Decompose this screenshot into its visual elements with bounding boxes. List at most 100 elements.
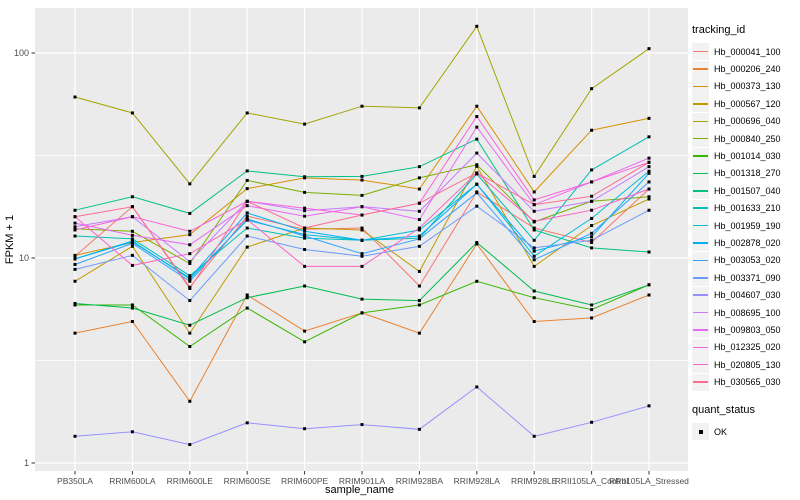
x-tick-label: RRIM928BA [396,476,444,486]
data-point [245,306,249,310]
legend-entry-label: Hb_000840_250 [714,133,781,144]
data-point [417,269,421,273]
data-point [475,125,479,129]
data-point [245,214,249,218]
legend-entry-label: Hb_000696_040 [714,116,781,127]
data-point [590,216,594,220]
x-tick-label: RRII105LA_Control [555,476,629,486]
data-point [303,248,307,252]
x-tick-label: RRIM600PE [281,476,329,486]
data-point [532,320,536,324]
x-tick-label: RRIM928LE [511,476,558,486]
data-point [73,267,77,271]
data-point [647,197,651,201]
legend-key-line-icon [692,43,709,61]
legend-entry-Hb_001959_190: Hb_001959_190 [692,217,798,235]
legend-entry-Hb_000206_240: Hb_000206_240 [692,60,798,78]
data-point [647,187,651,191]
data-point [475,191,479,195]
data-point [590,208,594,212]
data-point [475,171,479,175]
data-point [590,316,594,320]
legend-entry-label: Hb_009803_050 [714,324,781,335]
data-point [647,208,651,212]
data-point [360,193,364,197]
legend-entry-label: Hb_001318_270 [714,168,781,179]
data-point [73,95,77,99]
data-point [245,199,249,203]
data-point [130,241,134,245]
data-point [475,182,479,186]
data-point [245,187,249,191]
data-point [475,137,479,141]
legend-entry-label: Hb_008695_100 [714,307,781,318]
legend-entry-Hb_020805_130: Hb_020805_130 [692,356,798,374]
black-square-marker-icon [692,423,709,440]
legend-entry-Hb_000567_120: Hb_000567_120 [692,95,798,113]
data-point [303,284,307,288]
data-point [532,190,536,194]
data-point [590,180,594,184]
data-point [188,274,192,278]
legend-entry-label: Hb_001507_040 [714,185,781,196]
x-axis-title: sample_name [325,484,394,496]
data-point [647,116,651,120]
legend-entry-label: Hb_003053_020 [714,255,781,266]
data-point [73,279,77,283]
data-point [303,209,307,213]
data-point [245,293,249,297]
data-point [130,205,134,209]
legend-entry-label: Hb_001633_210 [714,203,781,214]
legend-key-line-icon [692,182,709,200]
legend-entry-Hb_008695_100: Hb_008695_100 [692,304,798,322]
data-point [360,252,364,256]
data-point [417,299,421,303]
data-point [417,427,421,431]
legend: tracking_id Hb_000041_100 Hb_000206_240 Hb… [692,24,798,440]
legend-entry-label: Hb_000041_100 [714,46,781,57]
x-tick-label: RRIM928LA [454,476,501,486]
data-point [590,238,594,242]
legend-entry-Hb_030565_030: Hb_030565_030 [692,373,798,391]
data-point [647,156,651,160]
data-point [188,182,192,186]
legend-entry-label: Hb_000206_240 [714,64,781,75]
data-point [532,296,536,300]
legend-entry-Hb_003371_090: Hb_003371_090 [692,269,798,287]
legend-entry-label: Hb_003371_090 [714,272,781,283]
legend-shape-items: OK [692,423,798,440]
data-point [73,225,77,229]
data-point [590,224,594,228]
data-point [73,208,77,212]
legend-entry-Hb_000041_100: Hb_000041_100 [692,43,798,61]
legend-title-quant-status: quant_status [692,403,755,416]
data-point [188,276,192,280]
x-tick-label: RRIM600SE [224,476,272,486]
data-point [303,206,307,210]
data-point [532,203,536,207]
data-point [532,174,536,178]
data-point [130,237,134,241]
data-point [73,228,77,232]
data-point [303,190,307,194]
data-point [245,111,249,115]
data-point [590,235,594,239]
data-point [590,231,594,235]
data-point [532,226,536,230]
data-point [475,279,479,283]
data-point [360,228,364,232]
data-point [417,331,421,335]
data-point [417,237,421,241]
data-point [130,430,134,434]
data-point [532,209,536,213]
data-point [647,195,651,199]
legend-key-line-icon [692,199,709,217]
data-point [130,253,134,257]
data-point [532,289,536,293]
x-tick-label: RRII105LA_Stressed [609,476,689,486]
data-point [303,264,307,268]
data-point [475,115,479,119]
data-point [532,238,536,242]
data-point [647,171,651,175]
data-point [647,250,651,254]
